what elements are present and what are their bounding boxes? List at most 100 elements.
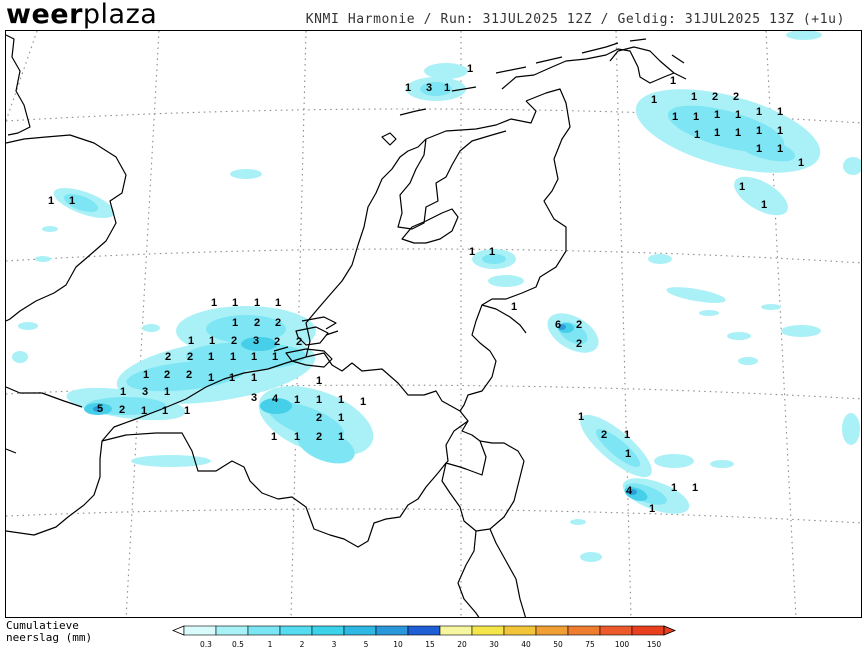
precipitation-areas: [12, 31, 861, 562]
precip-value-label: 1: [271, 351, 279, 363]
precip-value-label: 4: [271, 393, 279, 405]
legend-colorbar: 0.3 0.5 1 2 3 5 10 15 20 30 40 50 75 100 150: [171, 624, 697, 654]
precip-value-label: 1: [443, 82, 451, 94]
precip-value-label: 1: [693, 129, 701, 141]
colorbar-tick-label: 1: [268, 640, 273, 649]
colorbar-swatch: [439, 625, 473, 636]
precip-value-label: 1: [713, 109, 721, 121]
precip-value-label: 2: [163, 369, 171, 381]
colorbar-swatch: [407, 625, 441, 636]
precip-value-label: 1: [734, 127, 742, 139]
precip-value-label: 1: [163, 386, 171, 398]
precip-value-label: 1: [187, 335, 195, 347]
precip-value-label: 1: [488, 246, 496, 258]
precip-value-label: 1: [140, 405, 148, 417]
precip-value-label: 2: [118, 404, 126, 416]
coastlines-and-borders: [6, 34, 687, 617]
precip-value-label: 1: [468, 246, 476, 258]
precip-value-label: 1: [713, 127, 721, 139]
precip-value-label: 2: [185, 369, 193, 381]
run-info: KNMI Harmonie / Run: 31JUL2025 12Z / Gel…: [305, 12, 845, 27]
precip-value-label: 2: [315, 431, 323, 443]
precip-value-label: 1: [755, 106, 763, 118]
legend-title-line1: Cumulatieve: [6, 619, 79, 632]
precip-value-label: 3: [425, 82, 433, 94]
precip-value-label: 2: [230, 335, 238, 347]
precip-value-label: 1: [210, 297, 218, 309]
colorbar-right-arrow: [663, 625, 677, 636]
precip-value-label: 1: [337, 431, 345, 443]
precip-value-label: 1: [337, 412, 345, 424]
precip-value-label: 6: [554, 319, 562, 331]
colorbar-left-arrow: [171, 625, 185, 636]
precip-value-label: 1: [671, 111, 679, 123]
precip-value-label: 2: [575, 319, 583, 331]
precip-value-label: 2: [186, 351, 194, 363]
precip-value-label: 1: [669, 75, 677, 87]
precip-value-label: 1: [510, 301, 518, 313]
precip-value-label: 1: [623, 429, 631, 441]
precip-value-label: 2: [274, 317, 282, 329]
legend-title-line2: neerslag (mm): [6, 631, 93, 644]
map-canvas: [6, 31, 861, 617]
precip-value-label: 2: [164, 351, 172, 363]
precip-value-label: 2: [600, 429, 608, 441]
precip-value-label: 1: [690, 91, 698, 103]
precip-value-label: 1: [207, 372, 215, 384]
precip-value-label: 1: [270, 431, 278, 443]
precip-value-label: 1: [315, 375, 323, 387]
colorbar-tick-label: 3: [332, 640, 337, 649]
precip-value-label: 1: [776, 125, 784, 137]
graticule: [6, 31, 861, 617]
precip-value-label: 5: [96, 403, 104, 415]
colorbar-tick-label: 5: [364, 640, 369, 649]
colorbar-svg: 0.3 0.5 1 2 3 5 10 15 20 30 40 50 75 100 150: [171, 625, 677, 649]
logo-part-plaza: plaza: [82, 0, 158, 30]
colorbar-swatch: [311, 625, 345, 636]
precip-value-label: 1: [315, 394, 323, 406]
precip-value-label: 1: [228, 372, 236, 384]
colorbar-tick-label: 75: [585, 640, 595, 649]
colorbar-tick-label: 10: [393, 640, 403, 649]
precip-value-label: 1: [161, 405, 169, 417]
precip-value-label: 1: [293, 431, 301, 443]
precip-value-label: 1: [650, 94, 658, 106]
colorbar-swatch: [279, 625, 313, 636]
colorbar-tick-label: 0.3: [200, 640, 212, 649]
precip-value-label: 1: [293, 394, 301, 406]
precip-value-label: 1: [738, 181, 746, 193]
precip-value-label: 1: [229, 351, 237, 363]
colorbar-swatch: [183, 625, 217, 636]
precip-value-label: 1: [648, 503, 656, 515]
precip-value-label: 1: [692, 111, 700, 123]
precip-value-label: 1: [231, 297, 239, 309]
logo-part-weer: weer: [6, 0, 83, 30]
precip-value-label: 2: [273, 336, 281, 348]
precip-value-label: 1: [404, 82, 412, 94]
weerplaza-logo: weerplaza: [6, 0, 157, 30]
precip-value-label: 1: [231, 317, 239, 329]
colorbar-tick-label: 30: [489, 640, 499, 649]
colorbar-swatch: [535, 625, 569, 636]
precip-value-label: 1: [207, 351, 215, 363]
precip-value-label: 1: [250, 351, 258, 363]
precip-value-label: 1: [691, 482, 699, 494]
precip-value-label: 1: [466, 63, 474, 75]
precip-value-label: 3: [252, 335, 260, 347]
precip-value-label: 2: [315, 412, 323, 424]
precip-value-label: 1: [47, 195, 55, 207]
colorbar-swatch: [567, 625, 601, 636]
colorbar-tick-label: 15: [425, 640, 435, 649]
precip-value-label: 1: [119, 386, 127, 398]
colorbar-swatch: [503, 625, 537, 636]
precip-value-label: 2: [253, 317, 261, 329]
colorbar-tick-label: 0.5: [232, 640, 244, 649]
colorbar-swatch: [631, 625, 665, 636]
colorbar-swatch: [215, 625, 249, 636]
precip-value-label: 1: [776, 106, 784, 118]
colorbar-tick-label: 150: [647, 640, 662, 649]
precip-value-label: 1: [359, 396, 367, 408]
precip-value-label: 1: [253, 297, 261, 309]
colorbar-swatch: [375, 625, 409, 636]
